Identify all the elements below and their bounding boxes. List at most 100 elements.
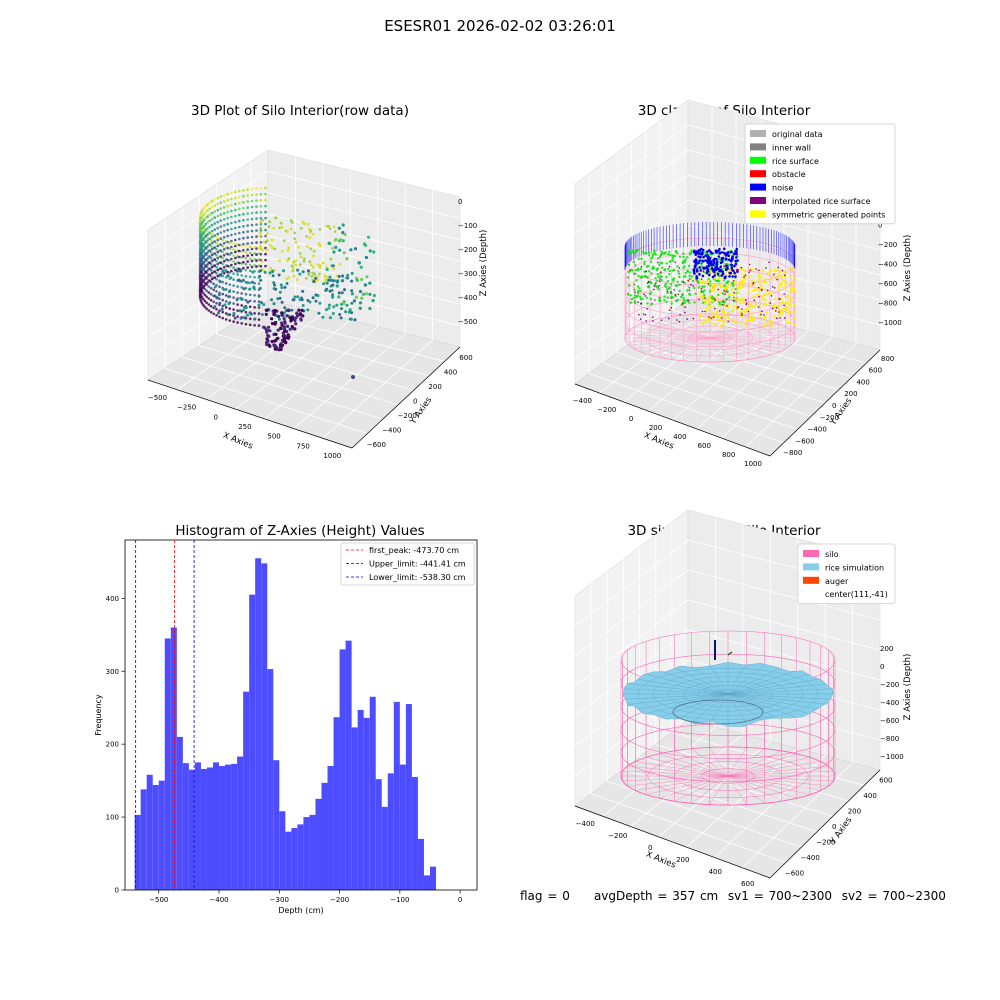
noise-point <box>720 257 724 260</box>
symmetric-point <box>742 301 746 304</box>
interpolated-point <box>682 281 684 284</box>
rice-point <box>692 279 695 283</box>
raw-point <box>240 297 244 301</box>
interpolated-point <box>778 311 780 313</box>
raw-point <box>222 248 226 251</box>
raw-point <box>204 258 207 262</box>
raw-point <box>222 224 226 227</box>
histogram-bar <box>206 767 213 890</box>
raw-point <box>215 254 218 257</box>
raw-point <box>206 215 209 218</box>
noise-point <box>728 275 731 278</box>
raw-point <box>255 223 258 226</box>
raw-point <box>251 280 255 284</box>
raw-point <box>226 210 229 214</box>
raw-point <box>350 279 354 283</box>
rice-point <box>732 284 735 288</box>
symmetric-point <box>779 308 782 312</box>
raw-point <box>200 216 203 220</box>
rice-point <box>653 249 656 252</box>
raw-point <box>248 245 252 249</box>
rice-point <box>683 301 686 305</box>
raw-point <box>282 239 286 243</box>
symmetric-point <box>741 315 744 319</box>
raw-point <box>273 339 277 343</box>
rice-point <box>728 296 731 299</box>
raw-point <box>202 230 206 234</box>
noise-point <box>721 270 724 274</box>
raw-point <box>226 246 229 250</box>
rice-point <box>633 300 637 303</box>
rice-point <box>651 254 654 257</box>
symmetric-point <box>708 321 712 325</box>
raw-point <box>202 254 206 258</box>
raw-point <box>253 246 256 249</box>
interpolated-point <box>748 263 751 266</box>
rice-point <box>696 280 699 283</box>
raw-point <box>238 249 241 253</box>
symmetric-point <box>716 315 720 318</box>
obstacle-point <box>698 298 700 301</box>
histogram-bar <box>345 640 352 891</box>
raw-point <box>234 250 237 254</box>
symmetric-point <box>717 277 721 281</box>
raw-point <box>259 226 263 230</box>
raw-point <box>202 291 205 295</box>
raw-point <box>206 257 209 260</box>
raw-point <box>331 246 334 250</box>
rice-point <box>676 265 679 268</box>
rice-point <box>703 285 706 288</box>
raw-point <box>308 300 312 304</box>
raw-point <box>279 283 283 287</box>
rice-point <box>672 280 675 283</box>
histogram-bar <box>297 824 304 891</box>
raw-point <box>290 221 294 224</box>
symmetric-point <box>718 298 721 302</box>
symmetric-point <box>793 290 797 293</box>
symmetric-point <box>730 288 734 291</box>
raw-point <box>207 297 211 300</box>
interpolated-point <box>684 311 686 314</box>
raw-point <box>226 270 229 274</box>
rice-mesh-spoke <box>727 665 765 695</box>
raw-point <box>208 255 211 259</box>
interpolated-point <box>752 283 754 285</box>
rice-point <box>648 251 651 254</box>
raw-point <box>246 313 250 317</box>
raw-point <box>228 259 232 262</box>
rice-point <box>669 296 673 299</box>
interpolated-point <box>700 290 703 293</box>
raw-point <box>265 232 269 236</box>
raw-point <box>255 259 258 262</box>
symmetric-point <box>718 304 721 307</box>
x-tick-label: 0 <box>648 844 652 852</box>
rice-mesh-spoke <box>629 683 729 695</box>
raw-point <box>294 263 298 267</box>
rice-mesh-spoke <box>727 693 747 724</box>
noise-point <box>708 257 712 261</box>
raw-point <box>228 283 232 286</box>
rice-point <box>666 253 670 256</box>
histogram-bar <box>188 769 195 890</box>
z-tick-label: −800 <box>878 300 897 308</box>
noise-point <box>713 274 716 277</box>
interpolated-point <box>646 282 649 284</box>
raw-point <box>206 221 209 224</box>
rice-point <box>656 267 659 270</box>
raw-point <box>253 252 256 255</box>
rice-point <box>643 260 646 264</box>
symmetric-point <box>748 275 751 279</box>
histogram-bar <box>170 627 177 890</box>
x-axis-label: X Axies <box>221 431 254 452</box>
rice-point <box>639 276 642 279</box>
x-axis-label: Depth (cm) <box>278 906 323 915</box>
raw-point <box>363 283 367 287</box>
raw-point <box>332 267 336 271</box>
raw-point <box>215 302 218 305</box>
raw-point <box>272 226 276 230</box>
obstacle-point <box>758 295 760 298</box>
y-tick-label: 200 <box>848 808 861 816</box>
raw-point <box>230 263 233 267</box>
raw-point <box>277 317 281 321</box>
histogram-bar <box>429 866 437 890</box>
